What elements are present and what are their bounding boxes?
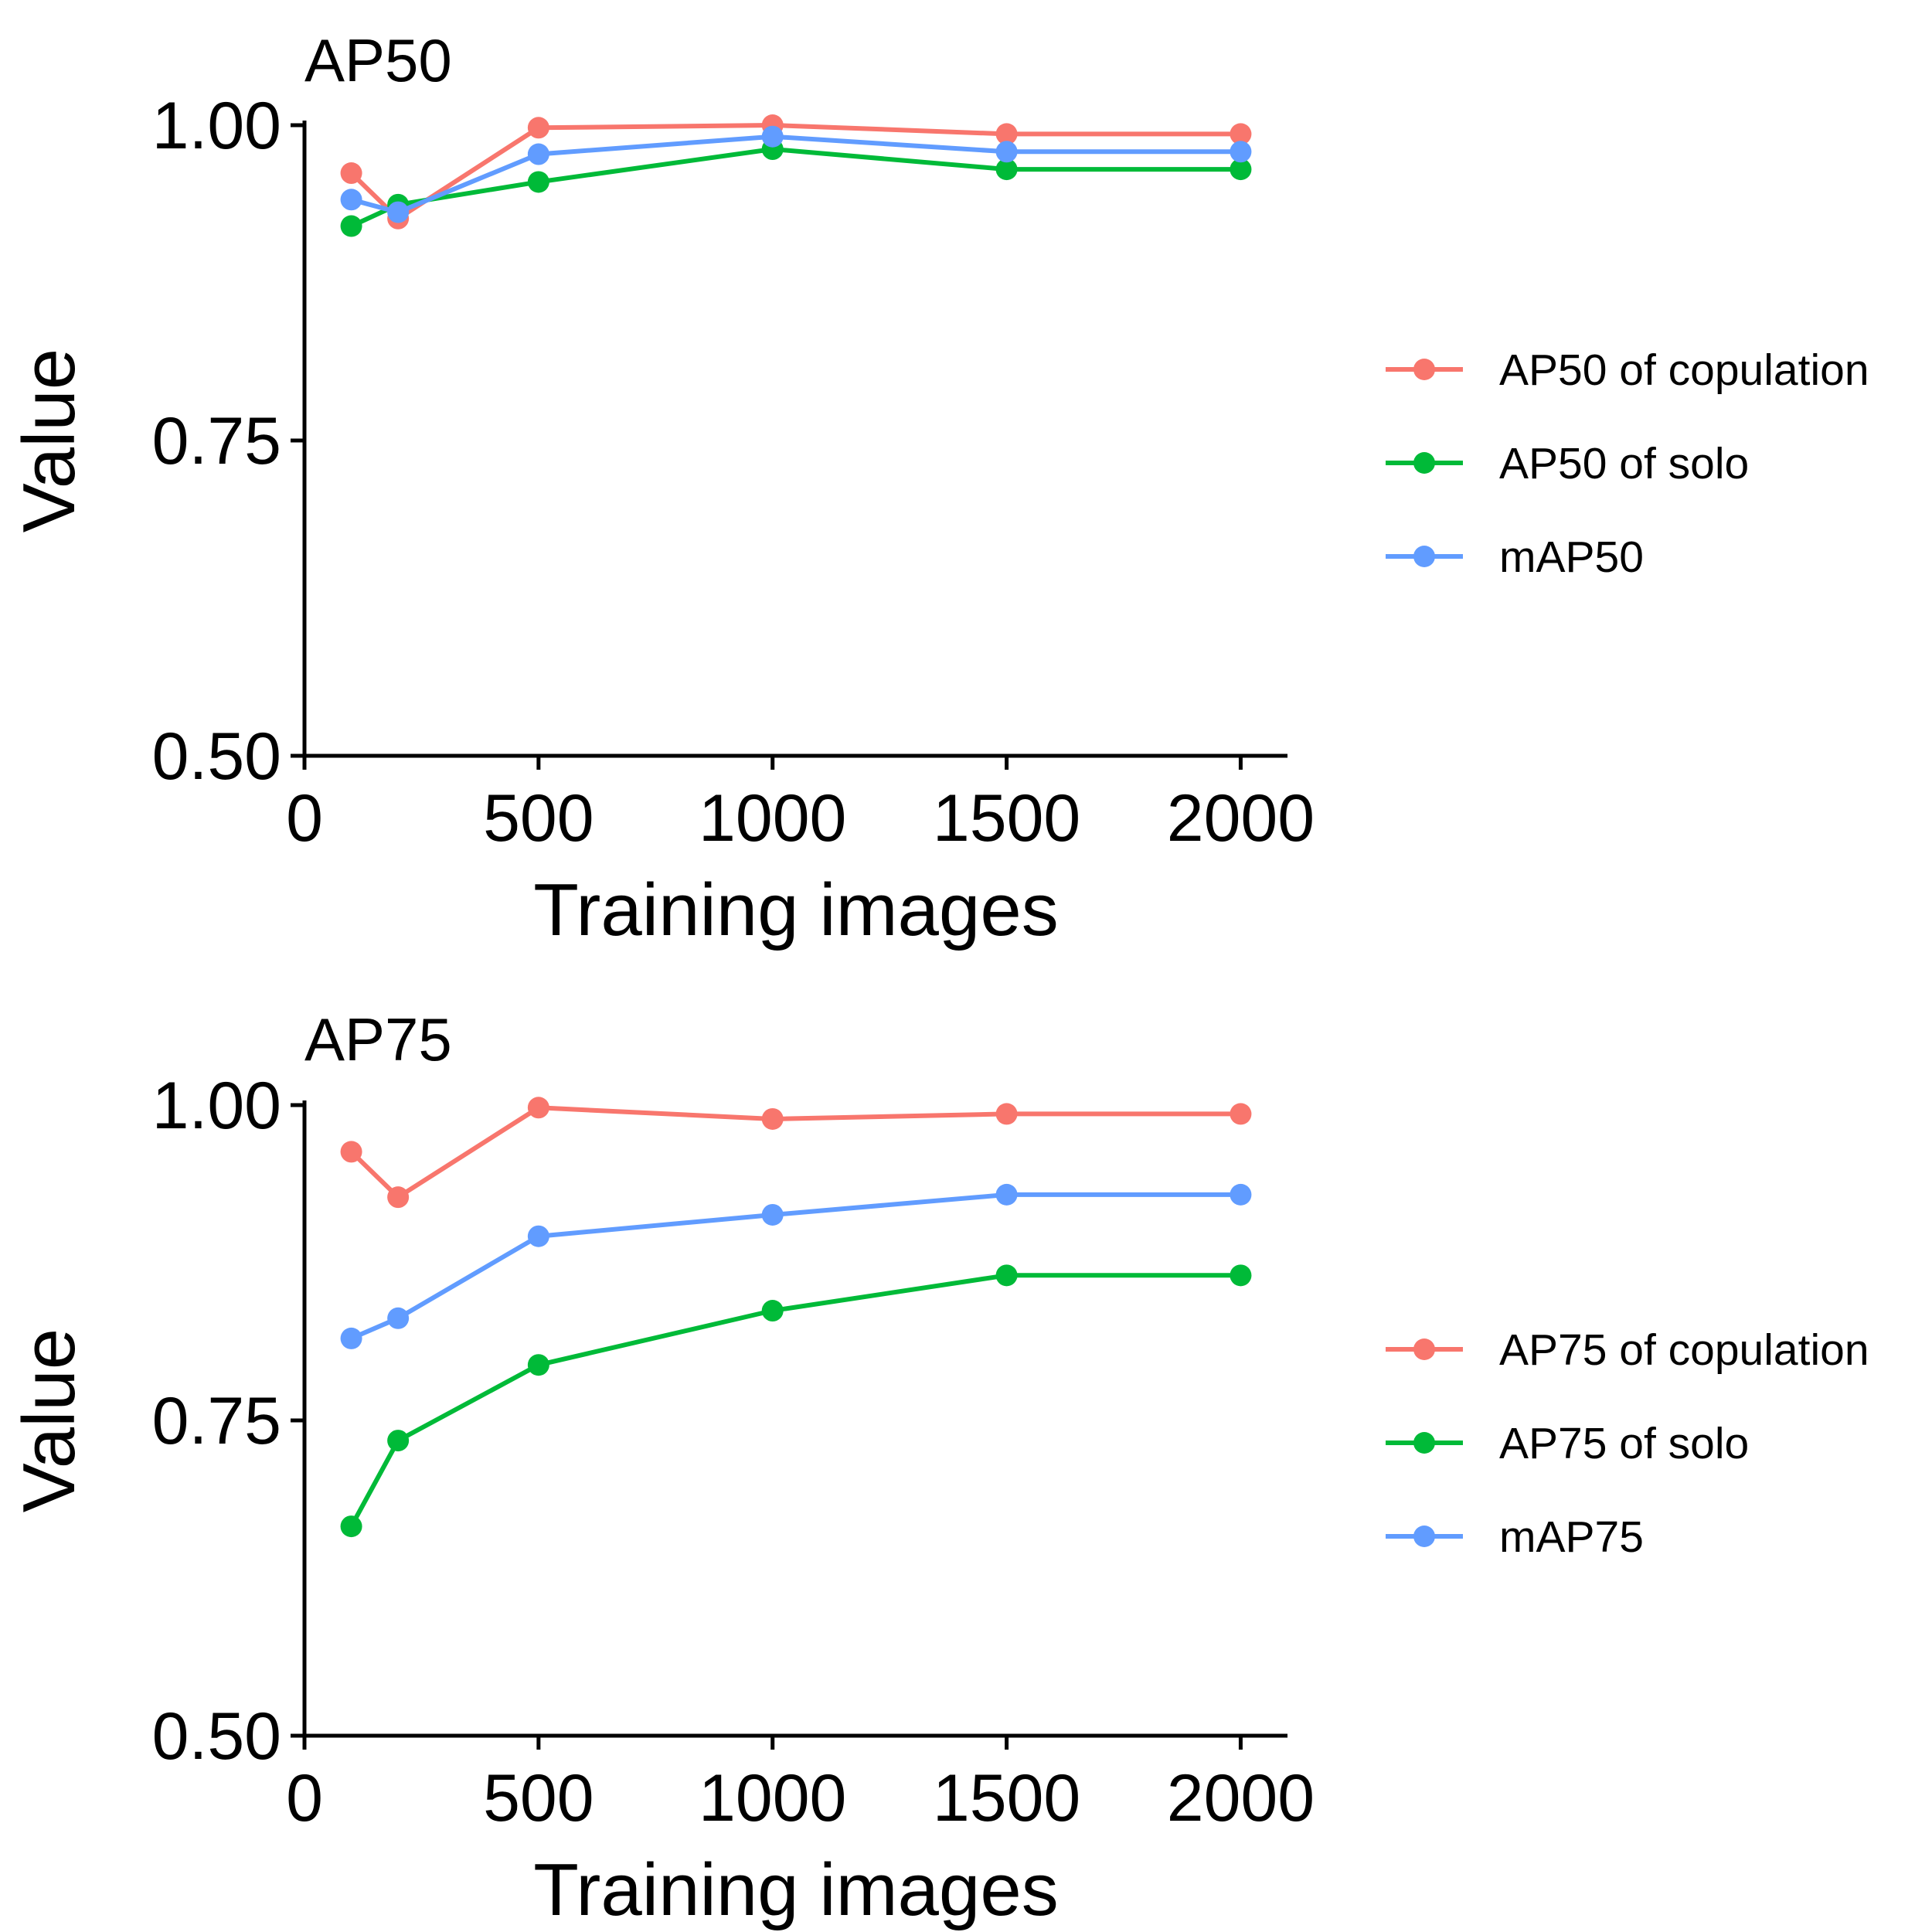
legend-label: AP50 of solo xyxy=(1499,439,1749,488)
data-point xyxy=(340,189,362,211)
legend-label: AP75 of copulation xyxy=(1499,1325,1869,1375)
chart-title: AP75 xyxy=(304,1005,452,1073)
legend-key-point xyxy=(1413,1432,1435,1454)
series-line-1 xyxy=(349,1105,1241,1200)
series-line-2 xyxy=(349,1273,1241,1528)
x-tick-label: 0 xyxy=(286,1761,323,1835)
legend: AP75 of copulation AP75 of solo mAP75 xyxy=(1386,1325,1869,1562)
x-tick-label: 2000 xyxy=(1167,781,1315,855)
x-tick-label: 0 xyxy=(286,781,323,855)
data-point xyxy=(995,141,1018,163)
x-tick-label: 1000 xyxy=(699,1761,846,1835)
data-point xyxy=(527,143,549,165)
legend: AP50 of copulation AP50 of solo mAP50 xyxy=(1386,345,1869,582)
legend-key-point xyxy=(1413,452,1435,474)
data-point xyxy=(387,1307,410,1329)
data-point xyxy=(995,1183,1018,1206)
x-tick-label: 500 xyxy=(483,781,594,855)
data-point xyxy=(995,1103,1018,1125)
legend-key-point xyxy=(1413,1526,1435,1547)
data-point xyxy=(340,1515,362,1538)
chart-panel-1: AP50 0.50 0.75 1.00 0 500 1000 1500 2000 Training… xyxy=(8,26,1869,951)
legend-label: AP50 of copulation xyxy=(1499,345,1869,395)
chart-panel-2: AP75 0.50 0.75 1.00 0 500 1000 1500 2000 Training… xyxy=(8,1005,1869,1931)
data-point xyxy=(761,1107,784,1130)
legend-key-point xyxy=(1413,1338,1435,1360)
y-axis-title: Value xyxy=(8,349,90,532)
legend-key-point xyxy=(1413,546,1435,567)
legend-label: mAP75 xyxy=(1499,1512,1644,1562)
data-point xyxy=(387,1430,410,1452)
y-tick-label: 1.00 xyxy=(152,89,281,163)
data-point xyxy=(387,1186,410,1209)
data-point xyxy=(340,1141,362,1163)
data-point xyxy=(995,123,1018,145)
y-tick-label: 0.50 xyxy=(152,719,281,794)
x-tick-label: 1000 xyxy=(699,781,846,855)
data-point xyxy=(1230,141,1252,163)
data-point xyxy=(761,1203,784,1226)
data-point xyxy=(1230,1264,1252,1287)
y-tick-label: 0.75 xyxy=(152,1384,281,1458)
data-point xyxy=(340,215,362,237)
data-point xyxy=(995,158,1018,181)
y-tick-label: 0.50 xyxy=(152,1699,281,1774)
data-point xyxy=(527,1354,549,1376)
y-axis-title: Value xyxy=(8,1328,90,1512)
data-point xyxy=(1230,158,1252,181)
y-tick-label: 0.75 xyxy=(152,404,281,478)
data-point xyxy=(527,117,549,139)
x-tick-label: 1500 xyxy=(933,781,1080,855)
data-point xyxy=(995,1264,1018,1287)
x-tick-label: 500 xyxy=(483,1761,594,1835)
legend-label: mAP50 xyxy=(1499,532,1644,582)
data-point xyxy=(1230,123,1252,145)
chart-title: AP50 xyxy=(304,26,452,94)
x-axis-title: Training images xyxy=(533,869,1058,951)
data-point xyxy=(527,1097,549,1119)
y-tick-label: 1.00 xyxy=(152,1069,281,1143)
x-axis-title: Training images xyxy=(533,1849,1058,1931)
series-line-3 xyxy=(350,134,1241,215)
data-point xyxy=(761,125,784,148)
data-point xyxy=(1230,1183,1252,1206)
legend-key-point xyxy=(1413,359,1435,380)
data-point xyxy=(1230,1103,1252,1125)
data-point xyxy=(340,1327,362,1349)
data-point xyxy=(387,201,410,223)
data-point xyxy=(761,1300,784,1322)
data-point xyxy=(527,171,549,193)
legend-label: AP75 of solo xyxy=(1499,1419,1749,1468)
x-tick-label: 2000 xyxy=(1167,1761,1315,1835)
data-point xyxy=(527,1225,549,1247)
data-point xyxy=(340,162,362,185)
x-tick-label: 1500 xyxy=(933,1761,1080,1835)
series-line-3 xyxy=(350,1192,1241,1341)
